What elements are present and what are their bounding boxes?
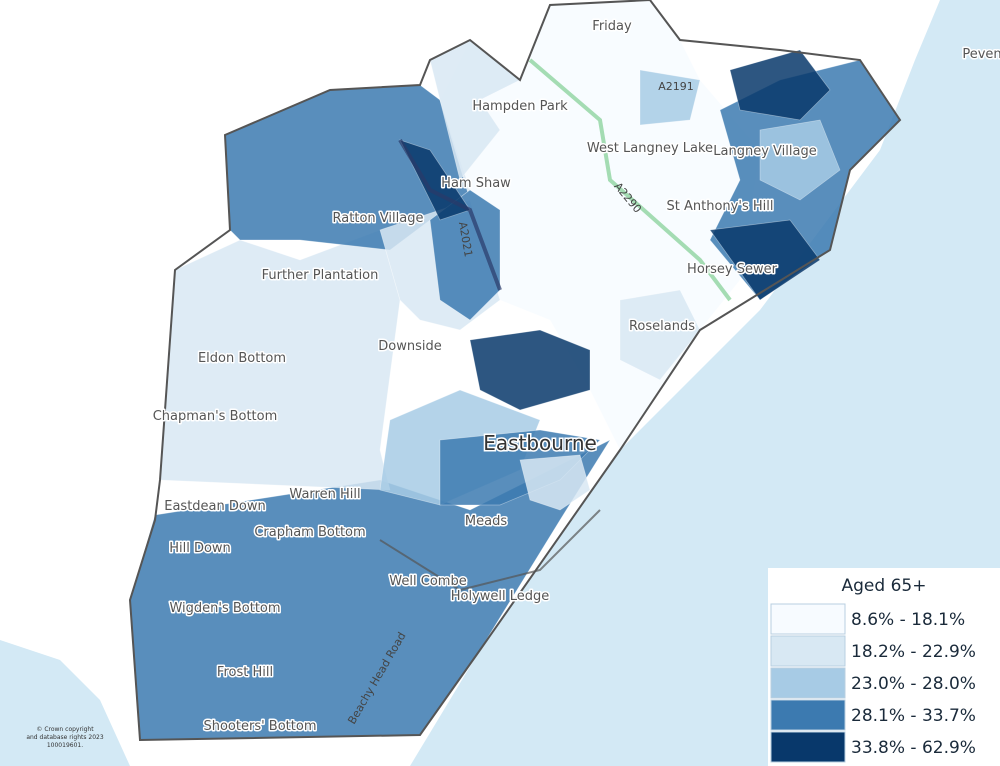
road-line	[379, 509, 601, 592]
place-label: Holywell Ledge	[451, 589, 550, 604]
place-label: Roselands	[629, 319, 695, 334]
place-label: Hill Down	[169, 541, 231, 556]
legend-swatch	[770, 603, 846, 635]
place-label: Downside	[378, 339, 441, 354]
place-label: Frost Hill	[217, 665, 273, 680]
region	[759, 119, 841, 201]
town-label: Eastbourne	[483, 431, 597, 455]
copyright-line: and database rights 2023	[26, 734, 104, 741]
place-label: Crapham Bottom	[254, 525, 365, 540]
region	[709, 219, 821, 301]
region	[639, 69, 701, 126]
place-label: West Langney Lake	[587, 141, 713, 156]
legend-label: 8.6% - 18.1%	[851, 610, 965, 630]
copyright-line: 100019601.	[47, 742, 83, 749]
legend-label: 28.1% - 33.7%	[851, 706, 976, 726]
legend-swatch	[770, 731, 846, 763]
road-line	[528, 58, 732, 302]
place-label: Eastdean Down	[164, 499, 265, 514]
legend-label: 23.0% - 28.0%	[851, 674, 976, 694]
region	[519, 454, 591, 511]
place-label: Ratton Village	[333, 211, 424, 226]
legend-items: 8.6% - 18.1% 18.2% - 22.9% 23.0% - 28.0% 28…	[770, 603, 976, 763]
place-label: St Anthony's Hill	[667, 199, 774, 214]
region	[729, 49, 831, 121]
place-label: Shooters' Bottom	[203, 719, 316, 734]
place-label: Warren Hill	[289, 487, 360, 502]
sea	[0, 640, 130, 766]
copyright-line: © Crown copyright	[36, 726, 94, 733]
place-label: Further Plantation	[262, 268, 379, 283]
place-label: Eldon Bottom	[198, 351, 286, 366]
legend: Aged 65+ 8.6% - 18.1% 18.2% - 22.9% 23.0% …	[768, 568, 1000, 766]
legend-label: 33.8% - 62.9%	[851, 738, 976, 758]
legend-swatch	[770, 635, 846, 667]
road-label: A2191	[658, 80, 694, 93]
regions	[129, 0, 901, 741]
place-label: Friday	[592, 19, 632, 34]
place-label: Wigden's Bottom	[169, 601, 280, 616]
place-label: Horsey Sewer	[687, 262, 778, 277]
place-label: Peven	[962, 47, 1000, 62]
place-label: Ham Shaw	[441, 176, 511, 191]
road-line	[398, 138, 502, 291]
legend-title: Aged 65+	[842, 576, 927, 596]
legend-swatch	[770, 699, 846, 731]
area-outline	[128, 0, 902, 742]
region	[619, 289, 701, 381]
place-label: Meads	[465, 514, 507, 529]
place-label: Hampden Park	[472, 99, 568, 114]
region	[469, 329, 591, 411]
legend-swatch	[770, 667, 846, 699]
place-label: Chapman's Bottom	[153, 409, 278, 424]
place-label: Langney Village	[713, 144, 816, 159]
road-label: A2021	[456, 221, 475, 258]
place-label: Well Combe	[389, 574, 466, 589]
legend-label: 18.2% - 22.9%	[851, 642, 976, 662]
